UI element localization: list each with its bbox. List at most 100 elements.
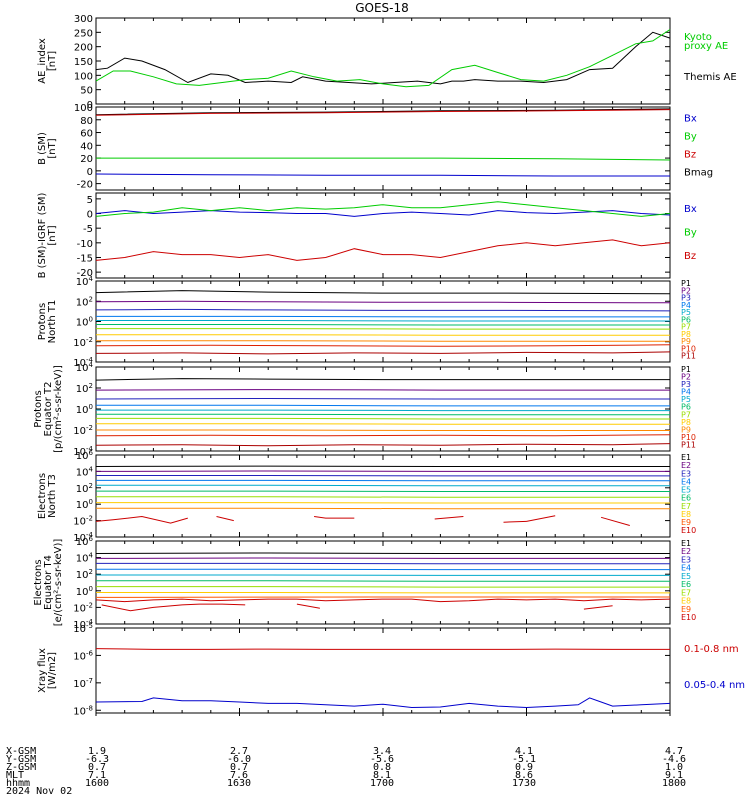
series-line (96, 324, 670, 326)
y-tick-label: 200 (74, 43, 93, 54)
panel-frame (95, 106, 671, 191)
y-tick-label: 102 (76, 295, 93, 308)
legend-entry: E4 (681, 477, 691, 486)
footer-label: X-GSM (6, 746, 37, 757)
series-line (96, 320, 670, 322)
legend-entry: E6 (681, 494, 691, 503)
y-tick-label: 0 (87, 210, 93, 221)
legend-entry: Bx (684, 113, 697, 124)
series-line (95, 351, 671, 355)
legend-entry: E3 (681, 555, 691, 564)
y-tick-label: 104 (76, 361, 94, 374)
series-line (95, 443, 671, 447)
footer-value: 8.6 (514, 770, 534, 781)
legend-entry: E8 (681, 597, 691, 606)
y-tick-label: 100 (74, 103, 93, 114)
series-line (95, 552, 670, 554)
legend-entry: E3 (681, 469, 691, 478)
y-axis-label: [nT] (47, 138, 58, 158)
series-line (95, 239, 671, 261)
legend-entry: P3 (681, 380, 691, 389)
footer-row-hhmm: hhmm 1600 1630 1700 1730 1800 (0, 778, 750, 789)
series-line (95, 434, 671, 437)
series-line (95, 108, 671, 116)
legend-entry: 0.05-0.4 nm (684, 680, 745, 691)
footer-row-y-gsm: Y-GSM -6.3 -6.0 -5.6 -5.1 -4.6 (0, 755, 750, 765)
y-tick-label: 10-2 (73, 336, 93, 349)
y-tick-label: 10-2 (73, 601, 93, 614)
legend-entry: E7 (681, 502, 691, 511)
footer-label: Z-GSM (6, 762, 37, 773)
series-line (96, 157, 671, 161)
series-segment (434, 516, 464, 520)
y-axis-label: [nT] (47, 51, 58, 71)
series-line (95, 173, 670, 177)
footer-value: 0.9 (514, 762, 534, 773)
legend-entry: E5 (681, 572, 691, 581)
legend-entry: E1 (681, 453, 691, 462)
legend-entry: P6 (681, 315, 691, 324)
series-segment (314, 516, 355, 519)
panel-frame (95, 192, 671, 279)
y-tick-label: 50 (80, 86, 93, 97)
y-axis-label: North T3 (47, 474, 58, 518)
legend-entry: E1 (681, 539, 691, 548)
legend-entry: Bx (684, 204, 697, 215)
panel-frame (95, 17, 671, 105)
series-segment (101, 603, 246, 612)
legend-entry: P4 (681, 301, 691, 310)
series-segment (583, 605, 613, 610)
y-tick-label: 0 (87, 167, 93, 178)
y-tick-label: 102 (76, 482, 93, 495)
y-axis-label: [e/(cm²-s-sr-keV)] (53, 539, 64, 627)
legend-entry: P4 (681, 388, 691, 397)
legend-entry: proxy AE (684, 41, 728, 52)
legend-entry: E5 (681, 486, 691, 495)
series-line (96, 423, 670, 425)
y-axis-label: Electrons (33, 559, 44, 605)
footer-label: MLT (6, 770, 25, 781)
y-tick-label: 102 (76, 382, 93, 395)
legend-entry: P1 (681, 279, 691, 288)
series-line (96, 334, 670, 336)
y-tick-label: 10-5 (73, 622, 93, 635)
series-line (95, 308, 671, 312)
series-line (95, 29, 671, 88)
y-tick-label: 100 (76, 498, 93, 511)
footer-label: hhmm (6, 778, 31, 789)
series-line (96, 417, 670, 420)
legend-entry: P3 (681, 294, 691, 303)
y-tick-label: 60 (80, 129, 93, 140)
series-line (96, 328, 670, 330)
y-tick-label: 100 (76, 585, 93, 598)
series-line (96, 580, 670, 582)
y-tick-label: 20 (80, 154, 93, 165)
legend-entry: Themis AE (683, 72, 737, 83)
y-tick-label: 104 (76, 552, 94, 565)
legend-entry: P7 (681, 410, 691, 419)
footer-value: 4.7 (664, 746, 684, 757)
legend-entry: P8 (681, 418, 691, 427)
y-tick-label: 100 (76, 316, 93, 329)
legend-entry: By (684, 228, 697, 239)
series-line (95, 290, 671, 295)
series-line (95, 648, 670, 650)
y-tick-label: 10-4 (73, 445, 93, 458)
y-tick-label: -5 (83, 224, 93, 235)
y-tick-label: 102 (76, 568, 93, 581)
footer-value: 8.1 (372, 770, 392, 781)
y-tick-label: 5 (87, 195, 93, 206)
orbit-footer: X-GSM 1.9 2.7 3.4 4.1 4.7 Y-GSM -6.3 -6.… (0, 744, 750, 800)
footer-date: 2024 Nov 02 (6, 786, 73, 797)
y-tick-label: 100 (76, 403, 93, 416)
y-axis-label: AE_index (37, 38, 48, 84)
legend-entry: E9 (681, 518, 691, 527)
y-tick-label: 10-4 (73, 531, 93, 544)
legend-entry: E2 (681, 461, 691, 470)
footer-value: 1600 (84, 778, 110, 789)
y-tick-label: -10 (77, 239, 93, 250)
legend-entry: P8 (681, 330, 691, 339)
y-tick-label: 10-2 (73, 424, 93, 437)
footer-value: 2.7 (229, 746, 249, 757)
y-tick-label: 10-4 (73, 356, 93, 369)
